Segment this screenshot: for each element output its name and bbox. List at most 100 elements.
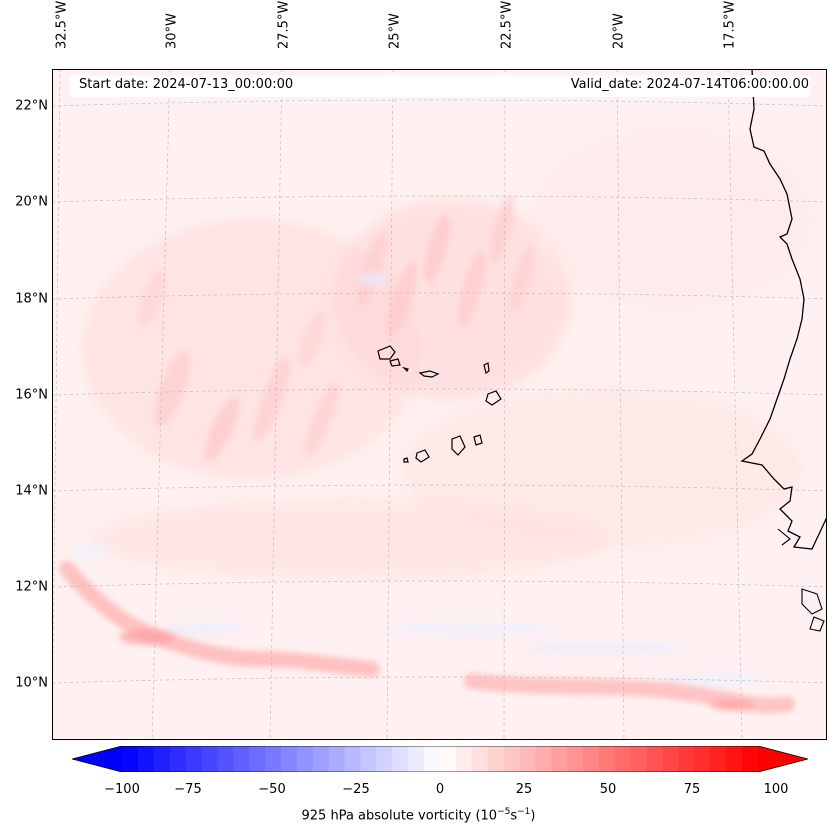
colorbar-label: 925 hPa absolute vorticity (10−5s−1) bbox=[301, 807, 536, 824]
colorbar-cell bbox=[567, 746, 584, 772]
colorbar-cell bbox=[662, 746, 679, 772]
lat-label-18n: 18°N bbox=[15, 291, 48, 307]
parallel-16n bbox=[52, 388, 827, 396]
coast-detail bbox=[777, 528, 791, 546]
lat-label-22n: 22°N bbox=[15, 98, 48, 114]
lon-label-25w: 25°W bbox=[387, 13, 403, 49]
island-maio bbox=[473, 434, 483, 446]
cape-verde-islands bbox=[377, 345, 502, 463]
colorbar-cell bbox=[408, 746, 425, 772]
lon-label-20w: 20°W bbox=[611, 13, 627, 49]
colorbar-cell bbox=[312, 746, 330, 772]
colorbar-max-extension bbox=[758, 746, 808, 772]
colorbar-tick-minus-100: −100 bbox=[104, 782, 140, 797]
island-sao-nicolau bbox=[418, 370, 440, 378]
lat-label-14n: 14°N bbox=[15, 483, 48, 499]
itcz-vorticity-band bbox=[59, 561, 795, 714]
graticule bbox=[52, 69, 827, 740]
lat-label-16n: 16°N bbox=[15, 387, 48, 403]
colorbar-cell bbox=[360, 746, 377, 772]
vorticity-streaks bbox=[138, 195, 534, 462]
colorbar-cell bbox=[249, 746, 266, 772]
colorbar bbox=[72, 746, 808, 772]
colorbar-min-extension bbox=[72, 746, 122, 772]
colorbar-cell bbox=[471, 746, 489, 772]
colorbar-cell bbox=[487, 746, 505, 772]
valid-date: Valid_date: 2024-07-14T06:00:00.00 bbox=[570, 77, 809, 92]
island-santa-luzia bbox=[402, 366, 409, 373]
colorbar-cell bbox=[535, 746, 552, 772]
colorbar-cell bbox=[503, 746, 520, 772]
colorbar-cell bbox=[392, 746, 409, 772]
meridian-27-5w bbox=[269, 69, 283, 740]
island-brava bbox=[403, 457, 409, 463]
parallel-12n bbox=[52, 580, 827, 588]
colorbar-cell bbox=[630, 746, 648, 772]
colorbar-cell bbox=[614, 746, 632, 772]
colorbar-cell bbox=[583, 746, 600, 772]
colorbar-tick-25: 25 bbox=[515, 782, 533, 797]
colorbar-cell bbox=[201, 746, 218, 772]
bijagos-islands bbox=[801, 588, 823, 615]
meridian-22-5w bbox=[503, 69, 506, 740]
island-sao-vicente bbox=[389, 358, 401, 367]
colorbar-cells bbox=[122, 746, 759, 772]
colorbar-cell bbox=[678, 746, 695, 772]
island-fogo bbox=[415, 449, 430, 463]
parallel-20n bbox=[52, 195, 827, 203]
parallel-22n bbox=[52, 99, 827, 107]
africa-coastline bbox=[740, 69, 827, 550]
lat-label-12n: 12°N bbox=[15, 579, 48, 595]
colorbar-cell bbox=[424, 746, 441, 772]
lon-label-32-5w: 32.5°W bbox=[54, 0, 70, 49]
parallel-14n bbox=[52, 484, 827, 492]
colorbar-cell bbox=[726, 746, 743, 772]
lon-label-30w: 30°W bbox=[164, 13, 180, 49]
colorbar-cell bbox=[281, 746, 298, 772]
colorbar-cell bbox=[551, 746, 568, 772]
colorbar-cell bbox=[455, 746, 473, 772]
colorbar-cell bbox=[169, 746, 187, 772]
colorbar-cell bbox=[328, 746, 346, 772]
colorbar-cell bbox=[233, 746, 250, 772]
date-header-band bbox=[70, 75, 810, 97]
colorbar-cell bbox=[694, 746, 711, 772]
vorticity-field bbox=[52, 69, 827, 740]
negative-vorticity bbox=[72, 271, 762, 686]
meridian-30w bbox=[151, 69, 171, 740]
colorbar-cell bbox=[376, 746, 393, 772]
colorbar-tick-minus-75: −75 bbox=[174, 782, 202, 797]
lon-label-27-5w: 27.5°W bbox=[276, 0, 292, 49]
island-santo-antao bbox=[377, 345, 396, 360]
colorbar-cell bbox=[137, 746, 155, 772]
colorbar-tick-0: 0 bbox=[435, 782, 445, 797]
meridian-32-5w bbox=[52, 69, 61, 740]
colorbar-cell bbox=[344, 746, 361, 772]
parallel-10n bbox=[52, 676, 827, 684]
colorbar-cell bbox=[646, 746, 664, 772]
colorbar-tick-minus-25: −25 bbox=[342, 782, 370, 797]
colorbar-cell bbox=[519, 746, 536, 772]
parallel-18n bbox=[52, 292, 827, 300]
lat-label-20n: 20°N bbox=[15, 194, 48, 210]
colorbar-tick-100: 100 bbox=[763, 782, 789, 797]
colorbar-cell bbox=[742, 746, 759, 772]
meridian-20w bbox=[616, 69, 625, 740]
lon-label-17-5w: 17.5°W bbox=[722, 0, 738, 49]
colorbar-tick-75: 75 bbox=[683, 782, 701, 797]
vorticity-map bbox=[52, 69, 827, 740]
island-boa-vista bbox=[485, 390, 502, 406]
colorbar-cell bbox=[153, 746, 171, 772]
colorbar-cell bbox=[599, 746, 616, 772]
island-santiago bbox=[451, 435, 466, 456]
colorbar-cell bbox=[296, 746, 314, 772]
island-sal bbox=[483, 362, 490, 374]
colorbar-cell bbox=[217, 746, 234, 772]
meridian-25w bbox=[386, 69, 394, 740]
start-date: Start date: 2024-07-13_00:00:00 bbox=[79, 77, 294, 92]
colorbar-tick-50: 50 bbox=[599, 782, 617, 797]
lat-label-10n: 10°N bbox=[15, 675, 48, 691]
colorbar-cell bbox=[185, 746, 202, 772]
colorbar-cell bbox=[122, 746, 139, 772]
coast-islands bbox=[809, 616, 825, 632]
